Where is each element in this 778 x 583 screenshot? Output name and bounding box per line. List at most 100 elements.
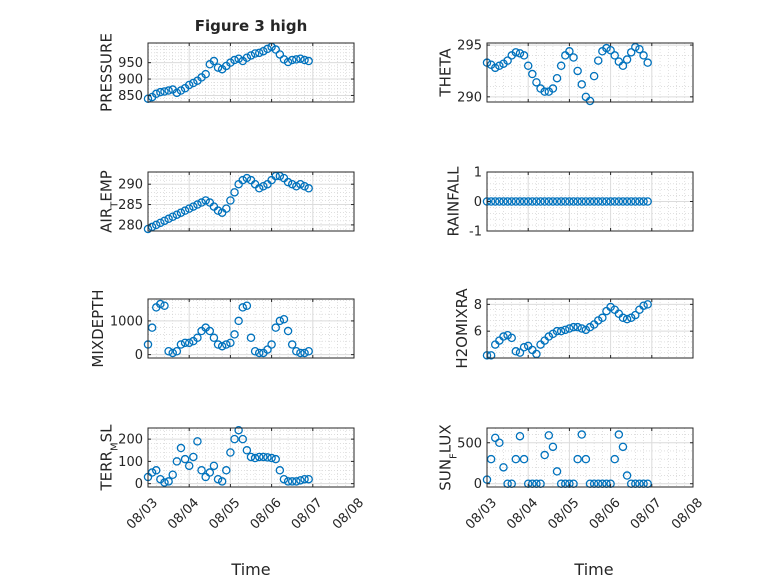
axes-box [147,298,355,359]
y-tick-label: 6 [474,325,482,340]
plot-area [148,172,354,231]
data-point [259,181,268,191]
data-point [156,299,165,309]
data-point [548,442,558,452]
data-point [250,49,260,58]
data-point [292,477,301,486]
data-point [577,80,587,89]
data-point [618,197,628,206]
data-point [176,443,186,453]
data-point [631,310,640,320]
data-point [287,179,297,189]
data-point [151,220,161,230]
data-point [283,326,293,336]
data-point [561,325,570,335]
data-point [532,78,541,87]
data-point [164,347,173,356]
data-point [300,348,309,358]
data-point [184,204,194,213]
data-point [275,50,285,59]
y-axis-label-7: TERRMSL [97,424,120,492]
subplot-4: -1 0 1 RAINFALL [445,166,694,240]
x-tick-label: 08/04 [165,495,202,532]
data-point [180,454,190,464]
data-point [184,338,194,348]
data-point [639,301,648,310]
data-point [176,86,186,95]
y-axis-label-part: SL [97,424,115,443]
data-point [503,197,512,206]
data-point [569,53,578,62]
y-axis-label-1: PRESSURE [97,33,115,112]
data-point [234,425,243,435]
data-point [213,340,223,349]
y-tick-label: 0 [474,477,482,492]
data-point [197,198,206,207]
data-point [222,204,231,213]
x-axis-label-right: Time [573,560,613,579]
data-point [523,61,533,71]
data-point [635,197,644,206]
data-point [643,58,652,67]
axes-box [147,171,355,232]
x-tick-label: 08/08 [669,495,706,532]
data-point [180,338,190,348]
data-point [292,55,301,64]
data-point [639,197,648,206]
data-point [495,197,504,206]
data-point [573,197,582,206]
data-point [606,197,615,206]
x-tick-label: 08/03 [463,495,500,532]
data-point [631,42,640,52]
data-point [495,61,504,71]
data-point [209,56,219,66]
data-point [552,326,562,336]
data-point [507,333,516,343]
data-point [254,184,264,193]
data-point [593,197,603,206]
data-point [552,197,562,206]
data-point [226,196,235,205]
data-point [230,330,239,339]
y-axis-label-subscript: T [109,201,120,209]
y-axis-label-3: AIRTEMP [97,170,120,233]
data-point [160,87,169,96]
data-point [193,200,202,209]
data-point [250,347,260,356]
data-point [172,88,182,98]
data-point [593,56,603,65]
data-point [189,452,198,462]
data-point [271,323,280,332]
data-point [589,197,599,206]
y-tick-label: 0 [135,477,143,492]
data-point [296,476,305,485]
data-point [230,188,239,197]
data-point [304,474,313,484]
data-point [238,303,248,312]
y-tick-label: 1 [474,166,482,181]
y-tick-label: 850 [118,89,143,104]
data-point [304,184,313,193]
data-point [254,452,264,462]
data-point [160,478,169,487]
y-axis-label-part: TERR [97,451,115,492]
data-point [209,333,219,343]
data-point [511,454,521,464]
data-point [622,197,632,206]
data-point [156,87,165,97]
data-point [151,466,161,475]
data-point [614,430,624,439]
data-point [300,474,309,484]
data-point [499,463,508,472]
y-axis-label-6: H2OMIXRA [453,288,471,369]
data-point [606,45,615,55]
plot-area [487,428,693,487]
data-point [304,347,313,356]
data-point [259,46,268,56]
data-point [507,197,516,206]
data-point [263,453,272,462]
y-tick-label: 100 [118,455,143,470]
data-point [201,69,210,79]
